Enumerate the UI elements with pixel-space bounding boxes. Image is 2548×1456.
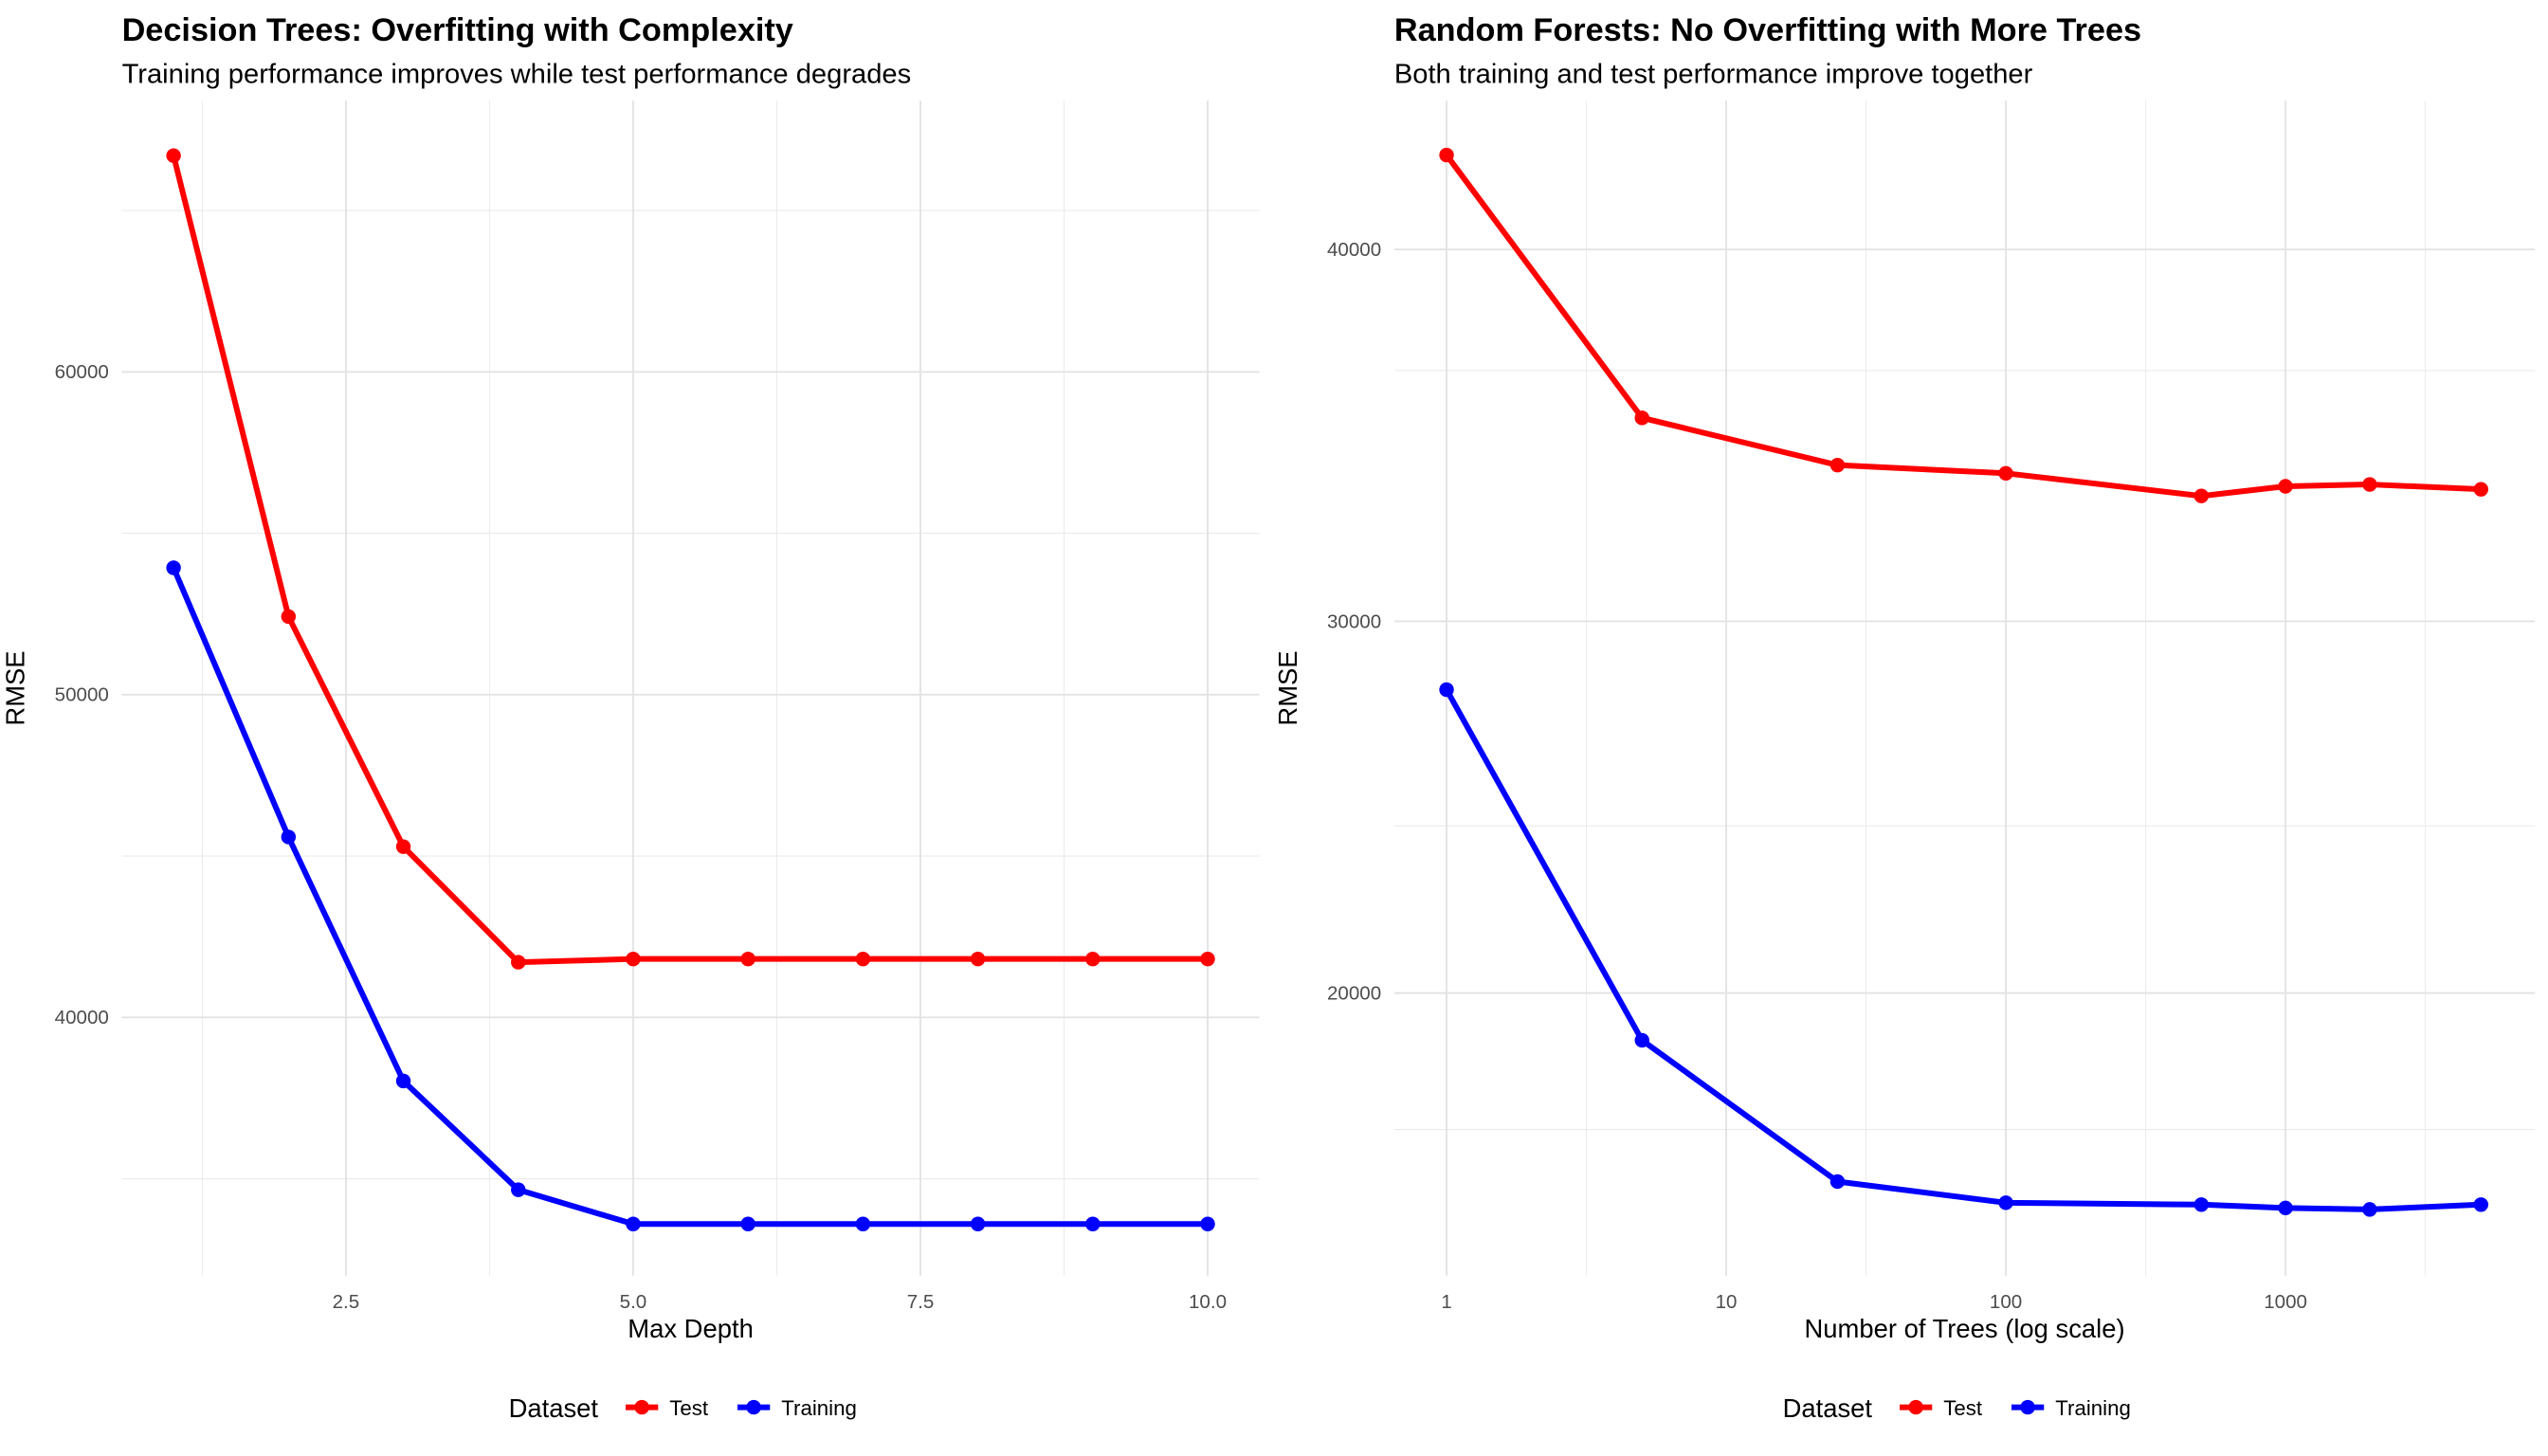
data-point <box>626 951 641 967</box>
data-point <box>740 951 755 967</box>
series-line <box>171 566 1209 1228</box>
legend-title: Dataset <box>1783 1393 1873 1423</box>
data-point <box>1439 147 1454 163</box>
data-point <box>2362 477 2377 492</box>
x-tick-label: 1 <box>1441 1291 1451 1313</box>
legend-swatch-dot <box>2020 1399 2035 1415</box>
data-point <box>281 609 297 625</box>
x-tick-label: 2.5 <box>333 1291 360 1313</box>
x-tick-label: 7.5 <box>907 1291 935 1313</box>
data-point <box>2473 482 2489 497</box>
y-axis-label: RMSE <box>1 650 30 725</box>
data-point <box>1085 1216 1101 1231</box>
y-tick-label: 60000 <box>55 361 109 383</box>
data-point <box>511 955 526 970</box>
data-point <box>1998 1195 2013 1210</box>
legend-swatch-dot <box>1908 1399 1923 1415</box>
data-point <box>1829 1174 1846 1190</box>
data-point <box>970 1216 986 1231</box>
x-tick-label: 10.0 <box>1189 1291 1227 1313</box>
data-point <box>166 148 181 163</box>
data-point <box>855 951 871 967</box>
x-tick-label: 1000 <box>2264 1291 2307 1313</box>
series-line <box>171 155 1209 966</box>
x-tick-label: 100 <box>1990 1291 2022 1313</box>
legend-label: Training <box>2055 1396 2131 1420</box>
data-point <box>395 839 411 854</box>
data-point <box>1998 465 2013 482</box>
legend-swatch-dot <box>634 1399 649 1415</box>
x-axis-label: Max Depth <box>628 1314 754 1343</box>
data-point <box>1634 1032 1649 1048</box>
chart-title: Decision Trees: Overfitting with Complex… <box>122 12 793 48</box>
series-line <box>1444 153 2482 500</box>
data-point <box>855 1216 871 1231</box>
chart: 40000 50000 60000 2.5 5.0 7.5 10.0 Decision Tre… <box>1 12 1260 1423</box>
series-line <box>1444 688 2482 1212</box>
legend-label: Test <box>1943 1396 1983 1420</box>
data-point <box>970 951 986 967</box>
y-tick-label: 30000 <box>1327 610 1381 632</box>
data-point <box>2193 1197 2210 1212</box>
data-point <box>1829 457 1846 473</box>
data-point <box>511 1182 526 1197</box>
y-axis-label: RMSE <box>1273 650 1302 725</box>
data-point <box>2278 1200 2293 1216</box>
y-tick-label: 20000 <box>1327 982 1381 1004</box>
data-point <box>2362 1202 2377 1217</box>
data-point <box>166 560 181 575</box>
data-point <box>395 1073 411 1089</box>
chart: 20000 30000 40000 1 10 100 1000 Random Forests:… <box>1273 12 2536 1423</box>
data-point <box>2278 479 2293 494</box>
legend-label: Training <box>781 1396 857 1420</box>
data-point <box>281 829 297 845</box>
legend-swatch-dot <box>746 1399 761 1415</box>
y-tick-label: 40000 <box>1327 239 1381 261</box>
y-tick-label: 50000 <box>55 684 109 706</box>
data-point <box>2473 1197 2489 1212</box>
data-point <box>1634 410 1649 426</box>
data-point <box>1200 951 1215 967</box>
data-point <box>1085 951 1101 967</box>
x-axis-label: Number of Trees (log scale) <box>1805 1314 2125 1343</box>
legend-title: Dataset <box>509 1393 599 1423</box>
data-point <box>1439 682 1454 698</box>
chart-subtitle: Training performance improves while test… <box>122 59 912 89</box>
chart-title: Random Forests: No Overfitting with More… <box>1394 12 2141 48</box>
x-tick-label: 5.0 <box>620 1291 647 1313</box>
x-tick-label: 10 <box>1716 1291 1738 1313</box>
chart-subtitle: Both training and test performance impro… <box>1394 59 2033 89</box>
y-tick-label: 40000 <box>55 1007 109 1028</box>
data-point <box>626 1216 641 1231</box>
data-point <box>1200 1216 1215 1231</box>
data-point <box>740 1216 755 1231</box>
legend-label: Test <box>669 1396 709 1420</box>
data-point <box>2193 488 2210 503</box>
